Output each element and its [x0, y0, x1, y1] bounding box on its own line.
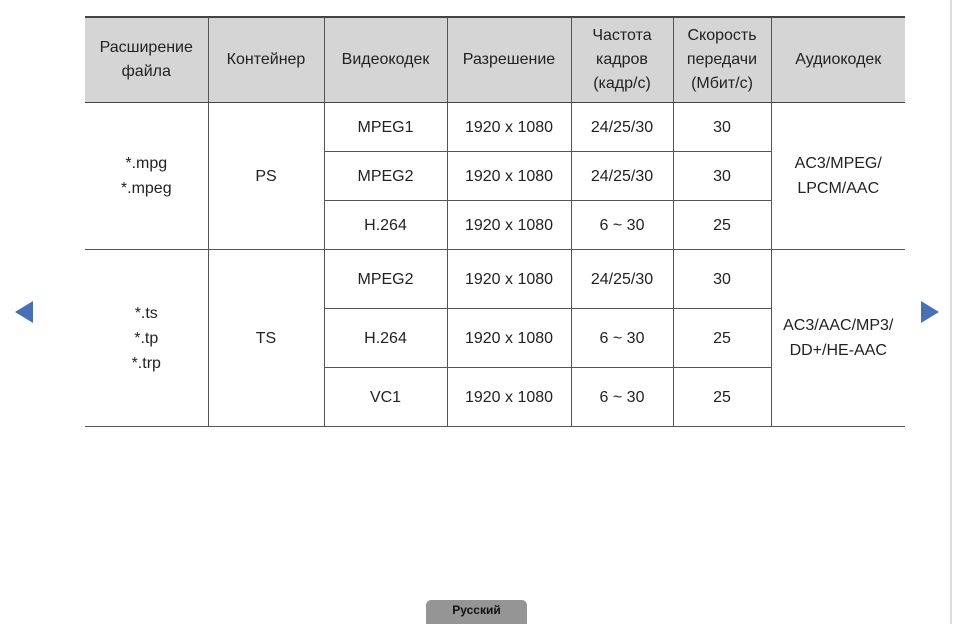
audio-codec-cell-line: LPCM/AAC — [797, 180, 880, 197]
next-page-icon[interactable] — [921, 301, 939, 323]
container-cell: PS — [207, 102, 324, 250]
column-header: Видеокодек — [323, 16, 447, 103]
frame-rate-cell: 6 ~ 30 — [570, 308, 673, 368]
codec-table: Расширение файла Контейнер Видеокодек Разреш… — [85, 16, 905, 427]
resolution-cell: 1920 x 1080 — [446, 367, 571, 427]
resolution-cell: 1920 x 1080 — [446, 308, 571, 368]
bitrate-cell: 30 — [672, 102, 771, 152]
column-header: Расширение файла — [85, 16, 208, 103]
audio-codec-cell-line: AC3/MPEG/ — [794, 155, 882, 172]
table-row: *.ts *.tp *.trp TS MPEG2 1920 x 1080 24/25/30 3… — [85, 249, 905, 427]
language-tab[interactable]: Русский — [426, 600, 527, 624]
video-codec-cell: MPEG2 — [323, 249, 447, 309]
frame-rate-cell: 6 ~ 30 — [570, 367, 673, 427]
file-extension-cell-line: *.tp — [134, 329, 159, 347]
bitrate-cell: 25 — [672, 367, 771, 427]
video-codec-cell: MPEG1 — [323, 102, 447, 152]
container-cell: TS — [207, 249, 324, 427]
bitrate-cell: 25 — [672, 308, 771, 368]
column-header: Аудиокодек — [770, 16, 905, 103]
frame-rate-cell: 24/25/30 — [570, 102, 673, 152]
audio-codec-cell-line: AC3/AAC/MP3/ — [783, 317, 894, 334]
table-row: *.mpg *.mpeg PS MPEG1 1920 x 1080 24/25/30 30 A… — [85, 102, 905, 250]
bitrate-cell: 30 — [672, 249, 771, 309]
video-codec-cell: MPEG2 — [323, 151, 447, 201]
frame-rate-cell: 24/25/30 — [570, 249, 673, 309]
table-row: H.264 1920 x 1080 6 ~ 30 25 — [85, 308, 905, 368]
bitrate-cell: 30 — [672, 151, 771, 201]
video-codec-cell: H.264 — [323, 308, 447, 368]
resolution-cell: 1920 x 1080 — [446, 102, 571, 152]
table-row: VC1 1920 x 1080 6 ~ 30 25 — [85, 367, 905, 427]
table-row: MPEG2 1920 x 1080 24/25/30 30 — [85, 151, 905, 201]
table-row: H.264 1920 x 1080 6 ~ 30 25 — [85, 200, 905, 250]
file-extension-cell-line: *.mpeg — [120, 180, 172, 197]
video-codec-cell: VC1 — [323, 367, 447, 427]
column-header: Скорость передачи (Мбит/с) — [672, 16, 771, 103]
frame-rate-cell: 24/25/30 — [570, 151, 673, 201]
resolution-cell: 1920 x 1080 — [446, 200, 571, 250]
frame-rate-cell: 6 ~ 30 — [570, 200, 673, 250]
file-extension-cell-line: *.mpg — [125, 155, 168, 172]
file-extension-cell-line: *.trp — [131, 354, 161, 372]
file-extension-cell: *.mpg *.mpeg — [85, 102, 208, 250]
audio-codec-cell-line: DD+/HE-AAC — [789, 342, 887, 359]
column-header: Контейнер — [207, 16, 324, 103]
scrollbar-edge — [950, 0, 952, 624]
column-header: Разрешение — [446, 16, 571, 103]
file-extension-cell-line: *.ts — [134, 304, 158, 322]
column-header: Частота кадров (кадр/с) — [570, 16, 673, 103]
audio-codec-cell: AC3/MPEG/LPCM/AAC — [770, 102, 905, 250]
video-codec-cell: H.264 — [323, 200, 447, 250]
table-header: Расширение файла Контейнер Видеокодек Разреш… — [85, 16, 905, 103]
bitrate-cell: 25 — [672, 200, 771, 250]
file-extension-cell: *.ts *.tp *.trp — [85, 249, 208, 427]
prev-page-icon[interactable] — [15, 301, 33, 323]
resolution-cell: 1920 x 1080 — [446, 151, 571, 201]
resolution-cell: 1920 x 1080 — [446, 249, 571, 309]
audio-codec-cell: AC3/AAC/MP3/DD+/HE-AAC — [770, 249, 905, 427]
